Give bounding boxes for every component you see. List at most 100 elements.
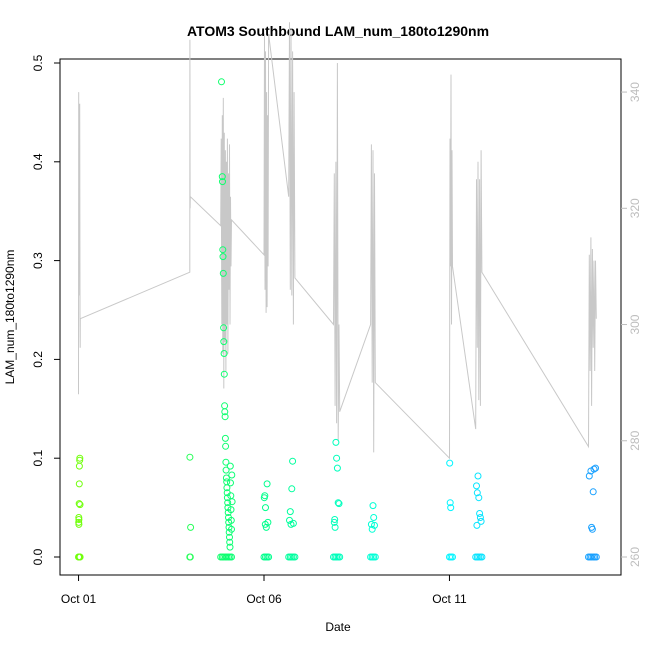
- data-point: [218, 173, 226, 181]
- data-point: [286, 508, 294, 516]
- data-point: [261, 520, 269, 528]
- data-point: [218, 78, 225, 86]
- data-point: [446, 499, 454, 507]
- data-point: [369, 502, 377, 510]
- data-point: [335, 500, 343, 508]
- data-point: [226, 538, 234, 546]
- data-point: [75, 500, 83, 508]
- data-point: [222, 474, 230, 482]
- data-point: [332, 438, 340, 446]
- secondary-line: [78, 22, 597, 460]
- data-point: [592, 464, 599, 472]
- data-point: [589, 488, 597, 496]
- data-point: [75, 516, 83, 523]
- data-point: [333, 454, 341, 462]
- data-point: [228, 471, 236, 479]
- data-point: [331, 516, 339, 523]
- data-point: [588, 525, 596, 533]
- data-point: [289, 519, 297, 527]
- data-point: [76, 454, 84, 462]
- data-point: [75, 520, 83, 528]
- data-point: [330, 518, 338, 526]
- data-point: [370, 514, 378, 521]
- data-point: [186, 453, 194, 461]
- data-point: [331, 523, 339, 531]
- data-point: [222, 466, 230, 474]
- data-point: [288, 485, 296, 493]
- data-point: [262, 523, 270, 531]
- y-tick-label: 0.5: [31, 54, 45, 71]
- data-point: [221, 408, 229, 416]
- plot-frame: [59, 58, 622, 576]
- data-point: [371, 553, 379, 561]
- data-point: [262, 504, 269, 512]
- data-point: [76, 501, 84, 509]
- y2-tick-label: 260: [628, 547, 642, 567]
- data-point: [221, 434, 229, 442]
- x-axis-ticks: Oct 01 Oct 06 Oct 11: [61, 575, 467, 606]
- x-tick-label: Oct 01: [61, 592, 97, 606]
- data-point: [446, 459, 454, 467]
- data-point: [367, 520, 375, 528]
- x-axis-title: Date: [325, 620, 351, 634]
- data-point: [291, 553, 299, 561]
- y-tick-label: 0.4: [31, 153, 45, 170]
- data-point: [226, 533, 233, 541]
- data-point: [447, 504, 455, 512]
- data-point: [477, 517, 485, 525]
- x-tick-label: Oct 11: [432, 592, 467, 606]
- data-point: [474, 472, 482, 480]
- data-point: [228, 498, 236, 506]
- data-point: [265, 553, 273, 561]
- data-point: [227, 479, 234, 487]
- y2-tick-label: 280: [628, 430, 642, 450]
- data-point: [473, 521, 481, 529]
- data-point: [221, 413, 229, 421]
- data-point: [476, 514, 484, 521]
- data-point: [475, 494, 483, 502]
- data-point: [226, 462, 234, 470]
- data-point: [76, 553, 84, 561]
- data-point: [334, 499, 342, 507]
- data-point: [220, 324, 228, 332]
- x-tick-label: Oct 06: [246, 592, 282, 606]
- data-point: [223, 484, 231, 492]
- data-point: [223, 494, 231, 502]
- data-point: [473, 489, 481, 497]
- data-point: [227, 506, 235, 514]
- secondary-line-group: [78, 22, 597, 460]
- data-point: [449, 553, 456, 561]
- y2-tick-label: 340: [628, 82, 642, 102]
- data-point: [222, 442, 230, 450]
- data-point: [227, 516, 235, 524]
- data-point: [187, 523, 195, 531]
- data-point: [289, 457, 297, 465]
- data-point: [219, 178, 226, 186]
- y-tick-label: 0.0: [31, 548, 45, 565]
- data-point: [368, 525, 376, 533]
- y-tick-label: 0.2: [31, 351, 45, 368]
- data-point: [75, 514, 83, 521]
- data-point: [186, 553, 194, 561]
- data-point: [478, 553, 486, 561]
- data-point: [220, 338, 228, 346]
- data-point: [476, 510, 484, 517]
- data-point: [222, 458, 230, 466]
- data-point: [75, 480, 83, 488]
- y-axis-title: LAM_num_180to1290nm: [3, 250, 17, 385]
- data-point: [226, 543, 234, 551]
- data-point: [228, 553, 235, 561]
- data-point: [219, 269, 227, 277]
- y2-tick-label: 300: [628, 314, 642, 334]
- y-axis-ticks: 0.0 0.1 0.2 0.3 0.4 0.5: [31, 54, 60, 565]
- data-point: [473, 482, 480, 490]
- y2-axis-ticks: 260 280 300 320 340: [621, 82, 642, 567]
- data-point: [219, 253, 227, 261]
- data-point: [76, 456, 84, 464]
- data-point: [263, 480, 271, 488]
- data-point: [592, 553, 600, 561]
- data-point: [219, 246, 227, 254]
